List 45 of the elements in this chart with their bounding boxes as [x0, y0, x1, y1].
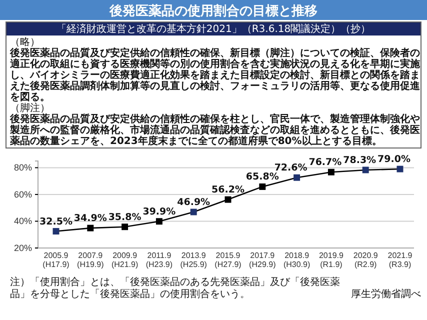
text: 後発医薬品の品質及び安定供給の信頼性の確保、新目標（脚注）についての検証、保険者の適正化の取組にも資する医療機関等の別の使用割合を含む実施状況の見える化を早期に実施し、バイオシミラーの医療費適正化効果を踏まえた目標設定の検討、新目標との関係を踏まえた後発医薬品調剤体制加算等の見直しの検討、フォーミュラリの活用等、更なる使用促進を図る。: [9, 47, 421, 103]
point: [156, 218, 162, 225]
x-tick-label: 2015.9 (H27.9): [214, 251, 242, 270]
x-tick-label: 2005.9 (H17.9): [42, 251, 70, 270]
x-tick-label: 2011.9 (H23.9): [146, 251, 173, 270]
x-tick-label: 2009.9 (H21.9): [111, 251, 138, 270]
point: [328, 168, 334, 176]
chart-title: 後発医薬品の使用割合の目標と推移: [108, 3, 318, 19]
point: [294, 174, 300, 181]
text: （略）: [10, 37, 40, 48]
data-label: 79.0%: [378, 154, 411, 166]
point: [52, 228, 60, 235]
text: 後発医薬品の品質及び安定供給の信頼性の確保を柱とし、官民一体で、製造管理体制強化や製造所への監督の厳格化、市場流通品の品質確認検査などの取組を進めるとともに、後発医薬品の数量シェアを、2023年度末までに全ての都道府県で80%以上とする目標。: [9, 113, 420, 147]
data-label: 39.9%: [142, 206, 176, 218]
point: [396, 166, 404, 172]
x-tick-label: 2021.9 (R3.9): [388, 251, 413, 270]
y-tick-label: 80%: [14, 162, 32, 173]
point: [224, 196, 232, 203]
x-tick-label: 2018.9 (H30.9): [283, 251, 310, 270]
data-label: 78.3%: [343, 154, 377, 166]
data-label: 56.2%: [212, 184, 245, 196]
y-tick-label: 60%: [14, 189, 32, 200]
data-label: 34.9%: [74, 213, 108, 224]
chart-subtitle: 「経済財政運営と改革の基本方針2021」（R3.6.18閣議決定）（抄）: [56, 23, 371, 35]
y-tick-label: 40%: [14, 216, 32, 226]
x-tick-label: 2013.9 (H25.9): [180, 251, 208, 270]
data-label: 46.9%: [177, 196, 211, 208]
point: [87, 224, 94, 232]
data-label: 35.8%: [108, 212, 142, 223]
text: 厚生労働省調べ: [351, 288, 421, 300]
point: [362, 166, 369, 174]
text: （脚注）: [10, 102, 50, 114]
data-label: 76.7%: [308, 157, 342, 168]
data-label: 72.6%: [274, 162, 308, 174]
data-label: 65.8%: [246, 172, 280, 183]
text: 注）「使用割合」とは、「後発医薬品のある先発医薬品」及び「後発医薬品」を分母とした「後発医薬品」の使用割合をいう。: [10, 276, 340, 300]
point: [190, 208, 197, 216]
x-tick-label: 2007.9 (H19.9): [77, 251, 104, 270]
data-label: 32.5%: [40, 216, 73, 228]
x-tick-label: 2019.9 (R1.9): [318, 251, 344, 270]
point: [122, 224, 128, 230]
point: [259, 183, 266, 190]
x-tick-label: 2020.9 (R2.9): [353, 251, 378, 270]
y-tick-label: 20%: [14, 242, 32, 253]
x-tick-label: 2017.9 (H29.9): [249, 251, 276, 270]
